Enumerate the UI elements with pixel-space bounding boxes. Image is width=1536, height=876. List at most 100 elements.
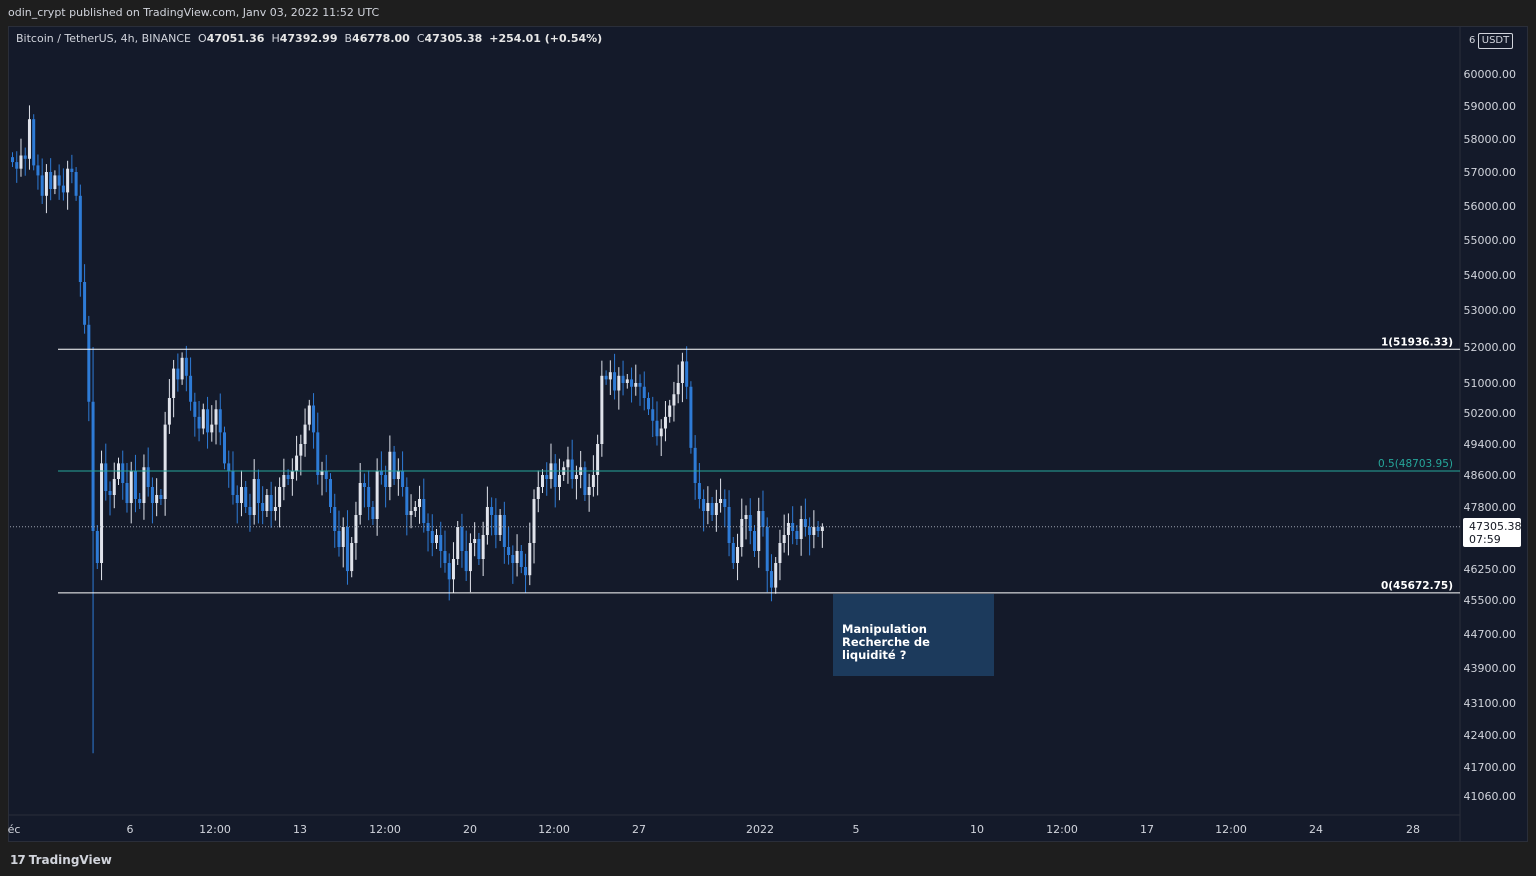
candle-body <box>19 155 23 169</box>
candle-body <box>723 499 727 507</box>
candle-body <box>362 483 366 487</box>
candle-body <box>32 119 36 166</box>
candle-body <box>803 519 807 527</box>
candle-body <box>524 567 528 576</box>
candle-body <box>27 119 31 159</box>
candle-body <box>511 555 515 563</box>
tradingview-logo-icon: 17 <box>10 853 26 867</box>
candle-body <box>214 409 218 425</box>
price-tick-label: 55000.00 <box>1464 234 1517 247</box>
candle-body <box>557 475 561 487</box>
candle-body <box>655 420 659 437</box>
time-tick-label: 24 <box>1309 823 1323 836</box>
candle-body <box>714 503 718 515</box>
candle-body <box>502 515 506 547</box>
candle-body <box>70 168 74 172</box>
fib-level-label: 1(51936.33) <box>1381 336 1453 348</box>
currency-selector[interactable]: USDT <box>1478 33 1513 49</box>
candles <box>11 105 824 754</box>
candle-body <box>439 535 443 551</box>
candle-body <box>244 487 248 507</box>
candle-body <box>235 495 239 503</box>
candle-body <box>197 416 201 429</box>
bar-countdown: 07:59 <box>1469 533 1501 546</box>
price-tick-label: 44700.00 <box>1464 628 1517 641</box>
candle-body <box>630 379 634 387</box>
price-tick-label: 54000.00 <box>1464 269 1517 282</box>
tradingview-logo[interactable]: 17 TradingView <box>10 853 112 867</box>
candle-body <box>464 551 468 572</box>
candle-body <box>668 405 672 417</box>
time-tick-label: 6 <box>127 823 134 836</box>
candle-body <box>210 424 214 433</box>
price-tick-label: 52000.00 <box>1464 341 1517 354</box>
annotation-box[interactable]: Manipulation Recherche de liquidité ? <box>833 594 994 676</box>
candle-body <box>231 471 235 495</box>
candle-body <box>273 507 277 511</box>
candle-body <box>350 543 354 572</box>
candle-body <box>303 424 307 444</box>
candle-body <box>320 471 324 475</box>
currency-prefix: 6 <box>1469 35 1476 46</box>
candle-body <box>651 409 655 421</box>
candle-body <box>248 507 252 515</box>
candle-body <box>401 471 405 487</box>
candle-body <box>689 386 693 448</box>
annotation-line-2: Recherche de liquidité ? <box>842 635 930 662</box>
candle-body <box>816 527 820 531</box>
candle-body <box>36 165 40 176</box>
candle-body <box>189 375 193 402</box>
candle-body <box>324 471 328 479</box>
candle-body <box>498 515 502 535</box>
candle-body <box>83 282 87 325</box>
candle-body <box>218 409 222 433</box>
candle-body <box>757 511 761 551</box>
time-tick-label: 12:00 <box>1215 823 1247 836</box>
candle-body <box>481 535 485 559</box>
candle-body <box>78 195 82 282</box>
price-tick-label: 59000.00 <box>1464 100 1517 113</box>
time-tick-label: 13 <box>293 823 307 836</box>
candle-body <box>100 463 104 563</box>
time-tick-label: 28 <box>1406 823 1420 836</box>
candle-body <box>87 324 91 402</box>
candle-body <box>426 523 430 531</box>
publisher-header: odin_crypt published on TradingView.com,… <box>0 0 1536 26</box>
candle-body <box>600 375 604 444</box>
candle-body <box>371 507 375 519</box>
fib-level-label: 0.5(48703.95) <box>1378 458 1453 470</box>
last-price-value: 47305.38 <box>1469 520 1522 533</box>
candle-body <box>536 487 540 499</box>
candle-body <box>621 375 625 383</box>
candle-body <box>507 547 511 555</box>
candle-body <box>265 495 269 511</box>
time-tick-label: 27 <box>632 823 646 836</box>
price-tick-label: 46250.00 <box>1464 563 1517 576</box>
candle-body <box>345 527 349 572</box>
candle-body <box>278 487 282 507</box>
candle-body <box>223 432 226 464</box>
candle-body <box>587 487 591 495</box>
low-label: B <box>344 32 353 45</box>
candle-body <box>193 401 197 417</box>
candle-body <box>435 535 438 543</box>
price-tick-label: 53000.00 <box>1464 304 1517 317</box>
candle-body <box>634 383 638 387</box>
candle-body <box>104 463 108 491</box>
candle-body <box>159 495 163 499</box>
candle-body <box>731 543 735 563</box>
candle-body <box>676 383 680 395</box>
candle-body <box>460 527 464 551</box>
candle-body <box>227 463 231 472</box>
candle-body <box>167 398 171 425</box>
candle-body <box>702 499 706 511</box>
candle-body <box>337 531 341 547</box>
annotation-line-1: Manipulation <box>842 622 927 636</box>
candle-body <box>422 499 426 523</box>
price-tick-label: 43900.00 <box>1464 662 1517 675</box>
candle-body <box>625 379 629 383</box>
close-label: C <box>416 32 425 45</box>
candle-body <box>617 375 621 391</box>
